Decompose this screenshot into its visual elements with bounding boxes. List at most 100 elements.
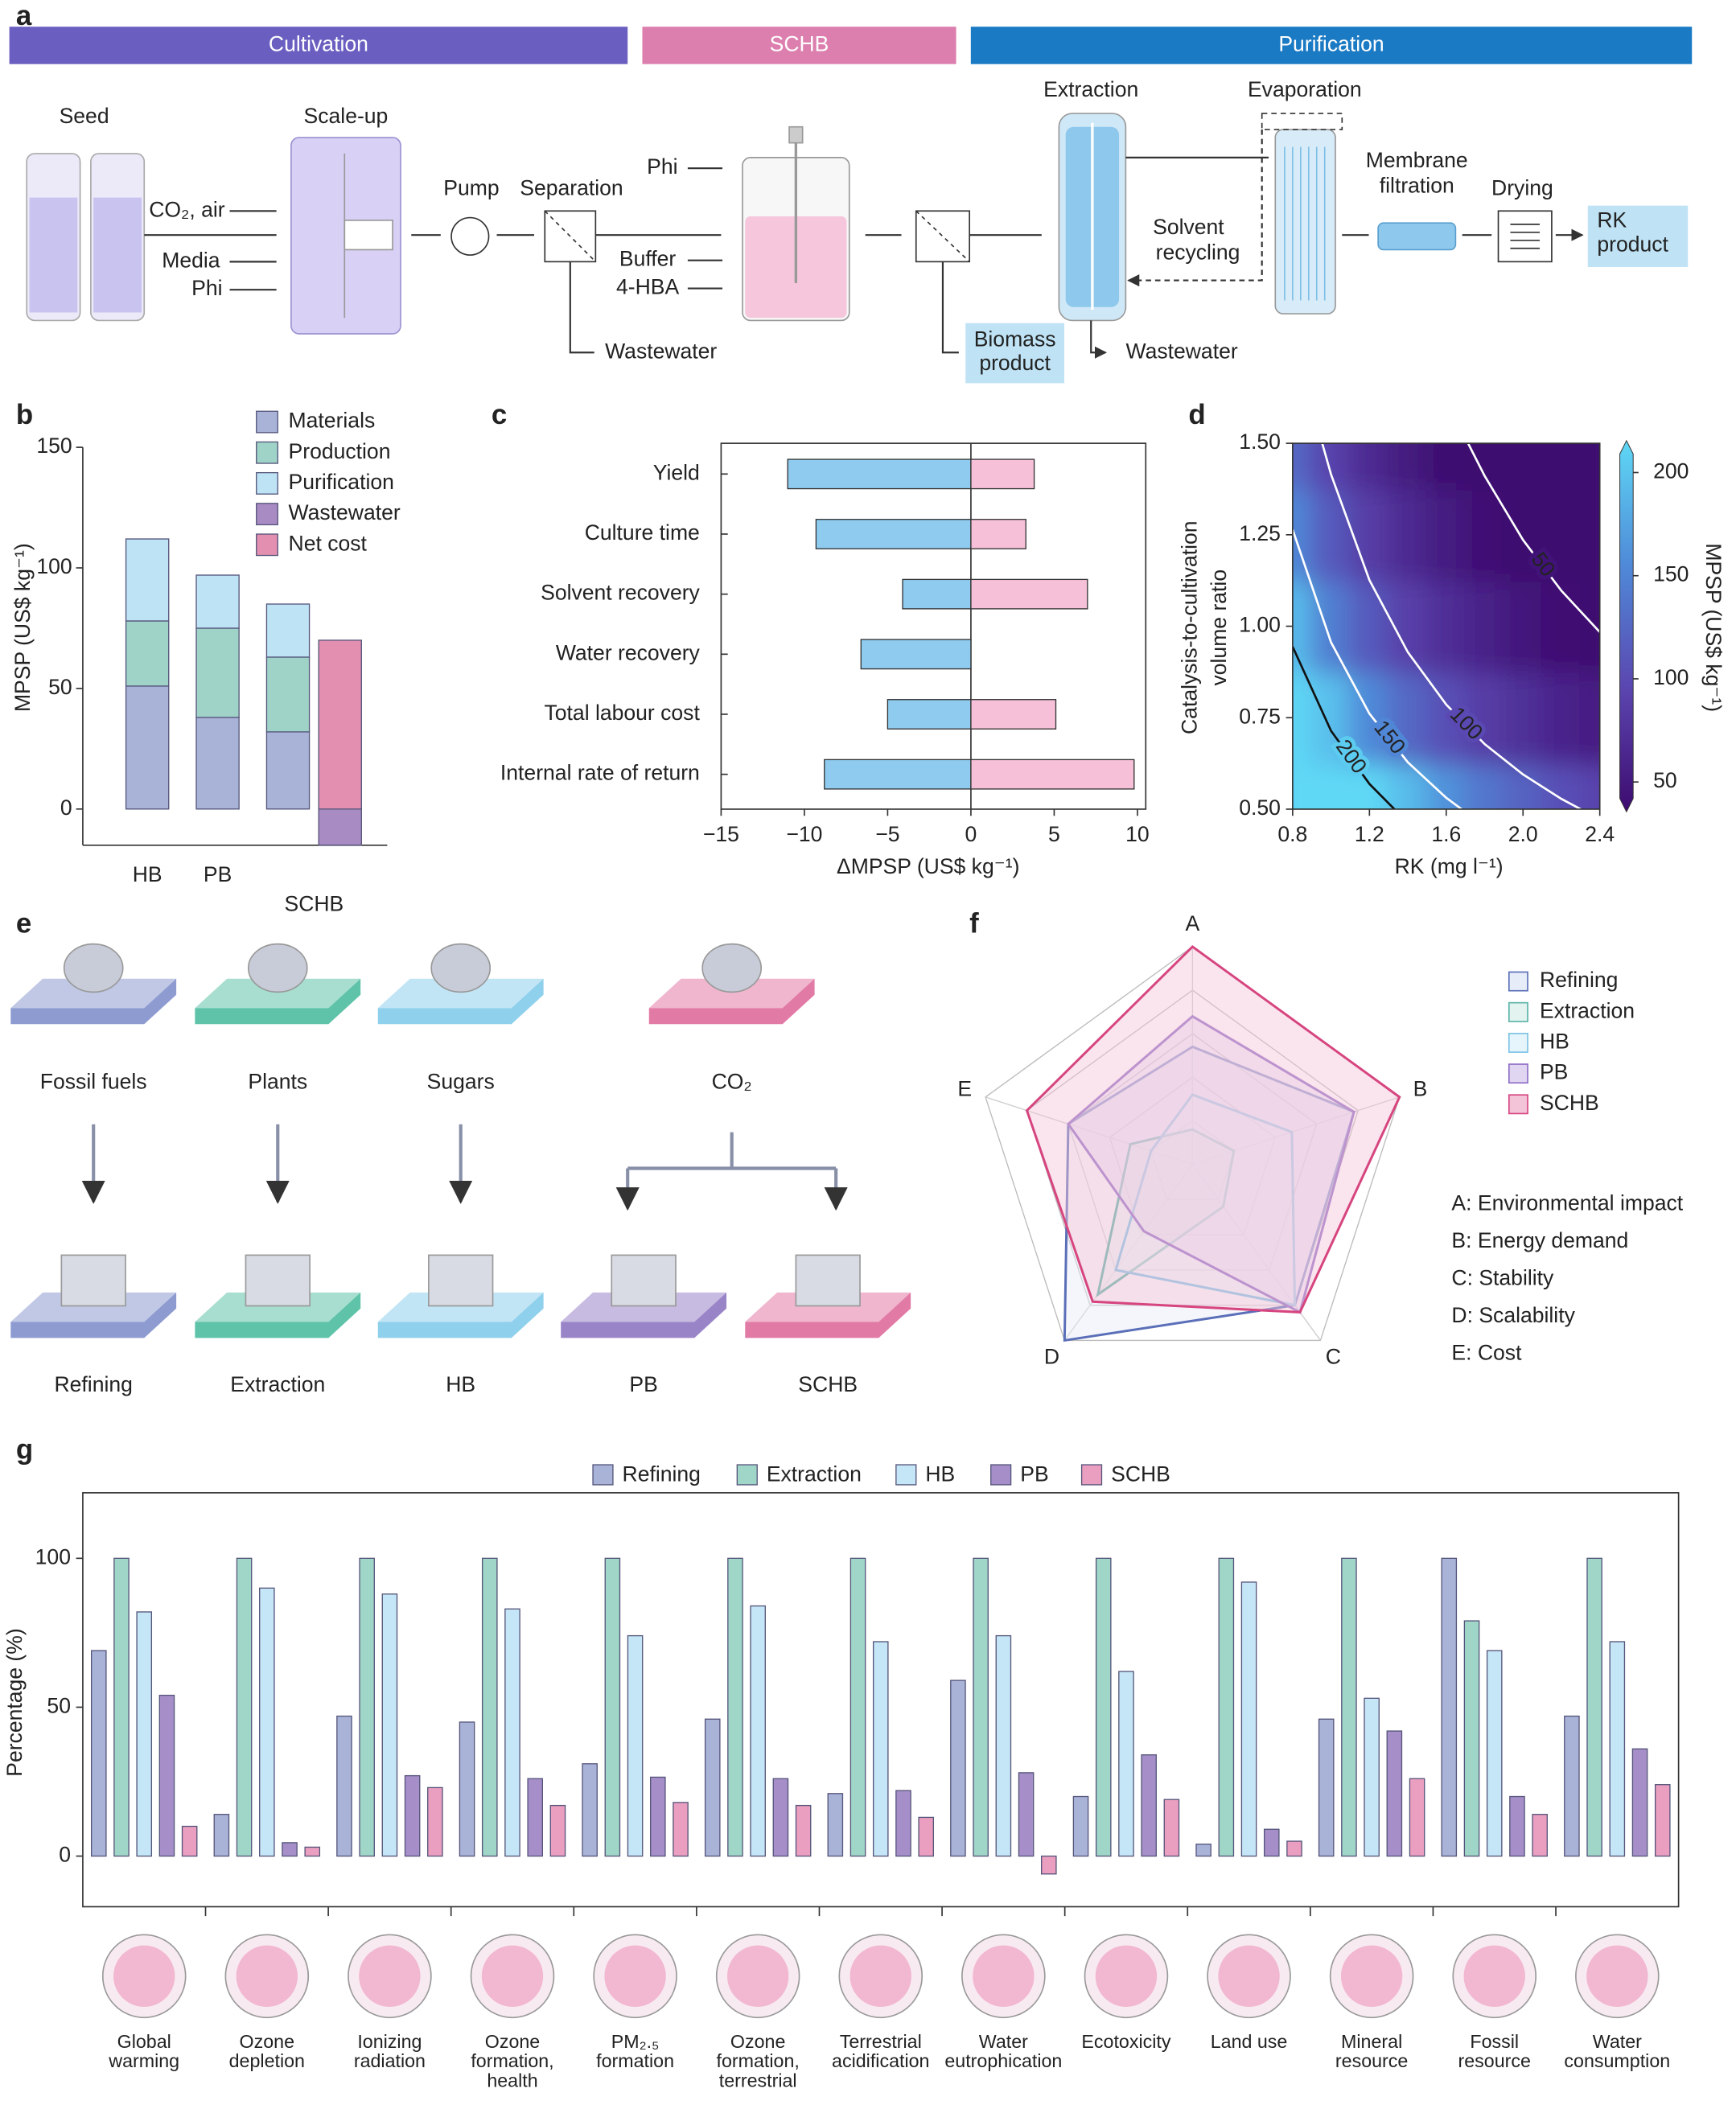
stage-label: Cultivation — [269, 31, 368, 56]
membrane — [1377, 222, 1457, 251]
radar-grid — [1068, 1033, 1318, 1271]
label: Evaporation — [1248, 77, 1362, 101]
legend-swatch — [1508, 971, 1528, 992]
x-tick-label: 2.4 — [1585, 822, 1615, 846]
y-tick-label: 50 — [47, 1693, 71, 1717]
platform-front — [561, 1292, 727, 1338]
separator — [915, 210, 970, 263]
bar — [887, 699, 972, 730]
legend-label: Net cost — [289, 531, 368, 555]
stage-bar — [970, 27, 1693, 64]
y-axis-label: MPSP (US$ kg⁻¹) — [10, 543, 35, 712]
category-icon-inner — [1095, 1945, 1158, 2007]
category-icon-inner — [973, 1945, 1035, 2007]
flow-arrows — [81, 1124, 848, 1211]
heatmap-cell — [1541, 487, 1582, 582]
bar — [113, 1557, 130, 1857]
colorbar-tick-label: 100 — [1653, 665, 1689, 689]
bar — [282, 1842, 298, 1857]
source-label: Sugars — [427, 1069, 495, 1093]
facility-icon — [611, 1254, 677, 1307]
colorbar — [1619, 439, 1634, 813]
bar — [481, 1557, 498, 1857]
legend-label: Wastewater — [289, 500, 401, 524]
legend-swatch — [256, 441, 278, 464]
bar — [970, 759, 1135, 790]
bar — [1195, 1844, 1211, 1857]
bar — [1532, 1814, 1548, 1857]
heatmap-cell — [1579, 762, 1600, 809]
radar-spoke — [1192, 1096, 1400, 1166]
label: filtration — [1380, 173, 1454, 197]
bar — [1609, 1641, 1626, 1857]
x-tick-label: Terrestrial acidification — [832, 2031, 929, 2071]
bar — [1118, 1671, 1134, 1857]
bar-segment — [195, 574, 240, 629]
legend-swatch — [592, 1464, 614, 1486]
text-line: Water — [979, 2031, 1028, 2052]
heatmap-cell — [1292, 487, 1314, 582]
text-line: Terrestrial — [840, 2031, 922, 2052]
heatmap-cell — [1502, 487, 1544, 582]
category-icon-inner — [1340, 1945, 1403, 2007]
x-tick-label: Ozone depletion — [229, 2031, 305, 2071]
heatmap-cell — [1502, 443, 1544, 491]
platform — [648, 978, 815, 1009]
label: Phi — [191, 276, 222, 300]
bar — [359, 1557, 375, 1857]
bar — [1564, 1715, 1580, 1857]
bar — [973, 1557, 989, 1857]
panel-label: d — [1188, 399, 1205, 430]
radar-series — [1114, 1093, 1297, 1307]
legend-swatch — [256, 410, 278, 434]
heatmap-cell — [1310, 579, 1352, 674]
text-line: health — [487, 2070, 537, 2091]
bar-segment — [125, 620, 170, 687]
bar — [1072, 1795, 1089, 1857]
label: Seed — [60, 104, 109, 128]
pump — [450, 216, 490, 256]
platform-front — [10, 1292, 177, 1338]
bar — [950, 1679, 966, 1857]
bar — [750, 1605, 766, 1857]
legend-swatch — [256, 471, 278, 495]
x-tick-label: Land use — [1211, 2031, 1288, 2052]
bar — [970, 578, 1088, 610]
bar-segment — [265, 603, 311, 658]
bar — [995, 1634, 1012, 1857]
y-axis-label: Catalysis-to-cultivation — [1178, 520, 1202, 734]
platform — [561, 1292, 727, 1322]
platform — [195, 978, 361, 1009]
heatmap-cell — [1579, 670, 1600, 765]
bar — [504, 1608, 520, 1857]
bar — [136, 1611, 153, 1857]
bar — [1041, 1855, 1057, 1875]
x-tick-label: Global warming — [108, 2031, 179, 2071]
x-tick-label: −15 — [703, 822, 739, 846]
x-axis-label: ΔMPSP (US$ kg⁻¹) — [837, 854, 1019, 878]
heatmap-cell — [1348, 487, 1390, 582]
axis-note: E: Cost — [1451, 1340, 1522, 1364]
bar-segment — [125, 685, 170, 810]
platform-front — [377, 1292, 544, 1338]
bar — [795, 1804, 812, 1857]
heatmap-cell — [1579, 579, 1600, 674]
radar-grid — [1109, 1076, 1277, 1235]
text-line: Water — [1593, 2031, 1642, 2052]
source-label: Fossil fuels — [40, 1069, 147, 1093]
x-tick-label: 1.2 — [1355, 822, 1384, 846]
bar — [1486, 1650, 1503, 1857]
bar — [427, 1786, 443, 1857]
dryer-trays — [1510, 224, 1540, 249]
heatmap-cell — [1541, 762, 1582, 809]
legend-label: Refining — [623, 1462, 701, 1486]
bar — [627, 1634, 644, 1857]
colorbar-tick-label: 150 — [1653, 562, 1689, 586]
y-tick-label: 1.00 — [1239, 613, 1281, 637]
text-line: Global — [117, 2031, 171, 2052]
contour-line — [1292, 646, 1396, 809]
legend-label: HB — [1540, 1029, 1569, 1053]
text-line: warming — [108, 2050, 179, 2071]
rk-box — [1587, 205, 1689, 268]
evaporator-tubes — [1284, 146, 1326, 301]
